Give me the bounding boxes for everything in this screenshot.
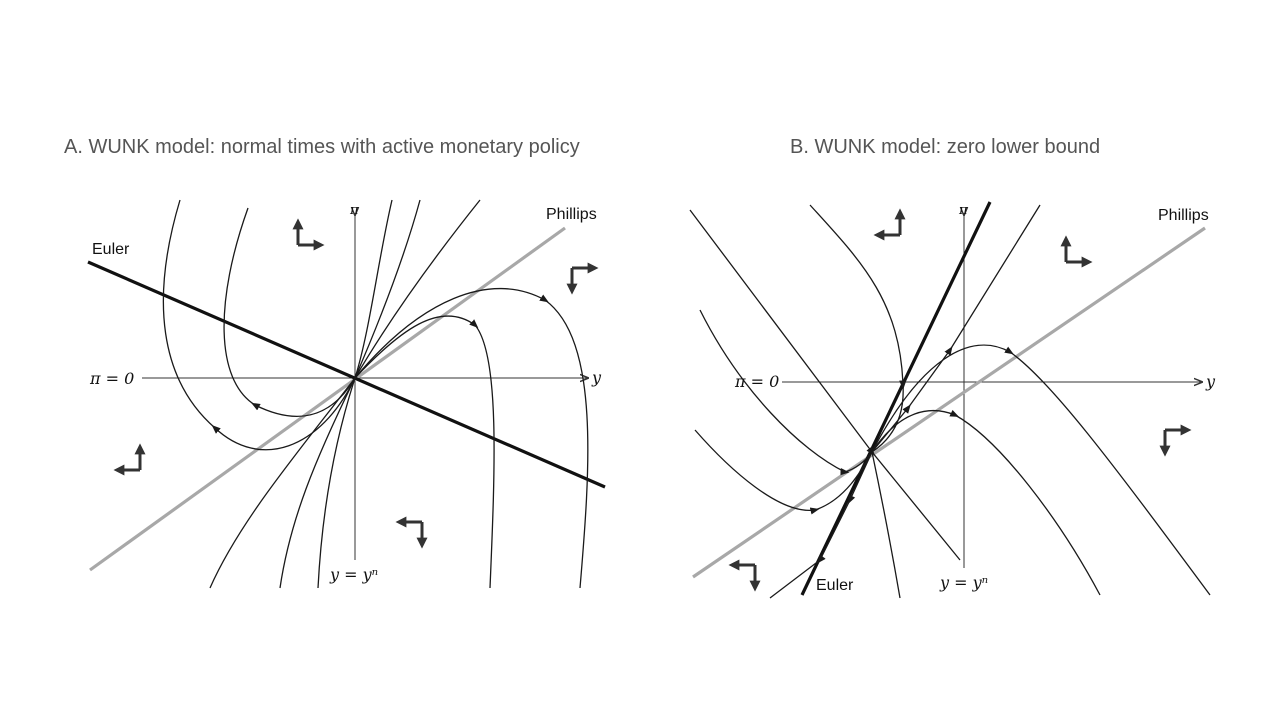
panel-b-euler-curve bbox=[800, 201, 992, 596]
panel-b-pi-zero-label: π = 0 bbox=[734, 372, 779, 391]
panel-a-diagram: Euler Phillips π y π = 0 y = yⁿ bbox=[87, 199, 606, 589]
panel-a-trajectory bbox=[209, 377, 356, 589]
panel-b-trajectory bbox=[871, 451, 901, 599]
panel-b-trajectory bbox=[809, 204, 907, 453]
direction-arrow-icon bbox=[1159, 424, 1192, 457]
panel-a-trajectory bbox=[354, 199, 421, 379]
panel-b-phillips-curve bbox=[692, 226, 1206, 579]
panel-a-trajectory bbox=[317, 377, 356, 589]
direction-arrow-icon bbox=[395, 516, 428, 549]
panel-a-pi-zero-label: π = 0 bbox=[89, 369, 134, 388]
panel-b-y-axis-label: y bbox=[1205, 372, 1216, 391]
panel-a-euler-label: Euler bbox=[92, 241, 130, 258]
panel-a-trajectory bbox=[223, 207, 356, 417]
panel-b-pi-axis-label: π bbox=[958, 203, 968, 218]
direction-arrow-icon bbox=[728, 559, 761, 592]
panel-a-y-natural-label: y = yⁿ bbox=[329, 565, 378, 584]
direction-arrow-icon bbox=[566, 262, 599, 295]
panel-b-euler-label: Euler bbox=[816, 577, 854, 594]
panel-a-pi-axis-label: π bbox=[349, 203, 359, 218]
panel-b-trajectory bbox=[769, 451, 873, 599]
panel-a-trajectory bbox=[162, 199, 356, 451]
panel-a-phillips-label: Phillips bbox=[546, 206, 597, 223]
direction-arrow-icon bbox=[873, 208, 906, 241]
panel-a-euler-curve bbox=[87, 260, 606, 489]
panel-b-title: B. WUNK model: zero lower bound bbox=[790, 136, 1101, 158]
panel-b-trajectory bbox=[699, 309, 873, 476]
panel-b-trajectory bbox=[871, 409, 1101, 596]
direction-arrow-icon bbox=[113, 443, 146, 476]
panel-a-trajectory bbox=[279, 377, 356, 589]
panel-a-y-axis-label: y bbox=[591, 368, 602, 387]
panel-a-phillips-curve bbox=[89, 226, 566, 572]
panel-a-title: A. WUNK model: normal times with active … bbox=[64, 136, 580, 158]
panel-b-trajectory bbox=[694, 429, 873, 515]
panel-a-trajectory bbox=[354, 287, 589, 589]
direction-arrow-icon bbox=[1060, 235, 1093, 268]
panel-b-diagram: Euler Phillips π y π = 0 y = yⁿ bbox=[689, 201, 1216, 599]
panel-a-trajectory bbox=[354, 315, 495, 589]
panel-a-trajectory bbox=[354, 199, 481, 379]
panel-b-trajectory bbox=[689, 209, 961, 561]
panel-a-trajectory bbox=[354, 199, 393, 379]
panel-b-y-natural-label: y = yⁿ bbox=[939, 573, 988, 592]
panel-b-trajectory bbox=[871, 344, 1211, 596]
panel-b-phillips-label: Phillips bbox=[1158, 207, 1209, 224]
direction-arrow-icon bbox=[292, 218, 325, 251]
